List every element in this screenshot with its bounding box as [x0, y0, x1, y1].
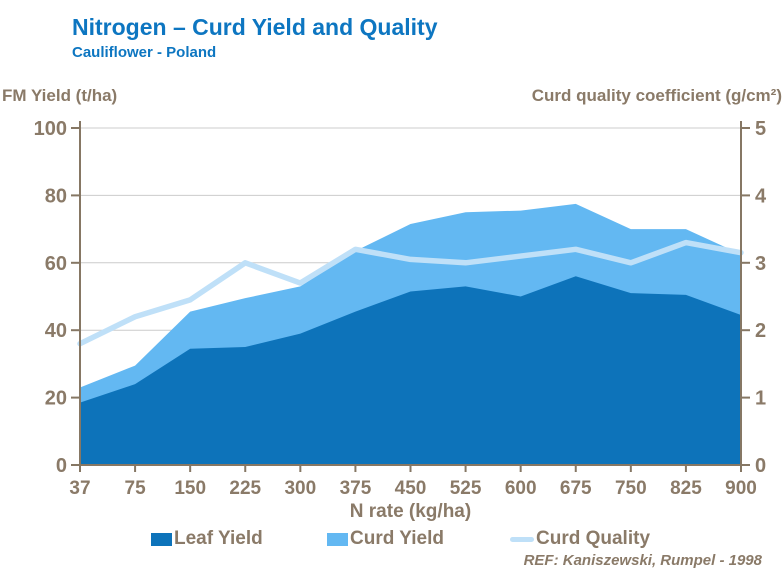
left-axis-tick-label: 100: [34, 118, 67, 140]
legend-label-curd-yield: Curd Yield: [350, 528, 444, 549]
legend-item-leaf-yield: Leaf Yield: [151, 529, 263, 549]
legend-label-leaf-yield: Leaf Yield: [174, 528, 263, 549]
curd-quality-swatch: [510, 536, 534, 542]
x-axis-tick-label: 225: [229, 478, 261, 499]
right-axis-tick-label: 4: [755, 185, 767, 207]
left-axis-tick-label: 20: [45, 388, 67, 410]
x-axis-tick-label: 450: [395, 478, 427, 499]
x-axis-tick-label: 600: [505, 478, 537, 499]
curd-quality-line: [77, 239, 744, 347]
leaf-yield-area: [80, 276, 741, 465]
x-axis-title: N rate (kg/ha): [350, 501, 471, 522]
right-axis-tick-label: 5: [755, 118, 766, 140]
x-axis-tick-label: 825: [670, 478, 702, 499]
legend-item-curd-quality: Curd Quality: [510, 529, 650, 549]
left-axis-tick-label: 40: [45, 320, 67, 342]
x-axis-tick-label: 300: [284, 478, 316, 499]
legend: Leaf Yield Curd Yield Curd Quality: [0, 529, 784, 551]
chart-subtitle: Cauliflower - Poland: [72, 44, 217, 61]
x-axis-tick-label: 150: [174, 478, 206, 499]
x-axis-tick-label: 75: [125, 478, 147, 499]
right-axis-tick-label: 2: [755, 320, 766, 342]
right-axis-title: Curd quality coefficient (g/cm²): [531, 86, 782, 105]
left-axis-tick-label: 60: [45, 253, 67, 275]
left-axis-tick-label: 0: [56, 455, 67, 477]
right-axis-tick-label: 0: [755, 455, 766, 477]
left-axis-title: FM Yield (t/ha): [2, 86, 118, 105]
curd-yield-swatch: [327, 532, 348, 546]
legend-label-curd-quality: Curd Quality: [536, 528, 651, 549]
x-axis-tick-label: 750: [615, 478, 647, 499]
right-axis-tick-label: 3: [755, 253, 766, 275]
left-axis-tick-label: 80: [45, 185, 67, 207]
x-axis-tick-label: 525: [450, 478, 482, 499]
x-axis-tick-label: 900: [725, 478, 757, 499]
x-axis-tick-label: 375: [340, 478, 372, 499]
x-axis-tick-label: 37: [69, 478, 90, 499]
leaf-yield-swatch: [151, 532, 172, 546]
chart-title: Nitrogen – Curd Yield and Quality: [72, 14, 438, 40]
right-axis-tick-label: 1: [755, 388, 766, 410]
legend-item-curd-yield: Curd Yield: [327, 529, 444, 549]
reference-citation: REF: Kaniszewski, Rumpel - 1998: [523, 552, 762, 569]
x-axis-tick-label: 675: [560, 478, 592, 499]
